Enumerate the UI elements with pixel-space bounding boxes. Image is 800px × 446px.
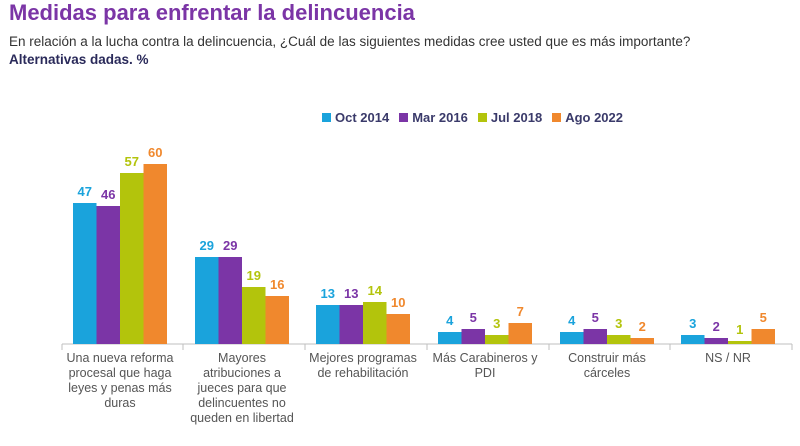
data-label: 5	[470, 310, 477, 325]
data-label: 16	[270, 277, 284, 292]
data-label: 3	[615, 316, 622, 331]
data-label: 46	[101, 187, 115, 202]
bar	[143, 164, 167, 344]
bar	[316, 305, 340, 344]
bar	[242, 287, 266, 344]
category-label: Más Carabineros y	[433, 351, 539, 365]
bar	[508, 323, 532, 344]
data-label: 29	[200, 238, 214, 253]
data-label: 19	[247, 268, 261, 283]
data-label: 5	[760, 310, 767, 325]
data-label: 3	[689, 316, 696, 331]
category-label: Mayores	[218, 351, 266, 365]
bar	[681, 335, 705, 344]
unit-note: Alternativas dadas. %	[9, 52, 149, 67]
legend-swatch	[322, 113, 331, 122]
category-label: atribuciones a	[203, 366, 281, 380]
category-label: procesal que haga	[69, 366, 172, 380]
category-label: queden en libertad	[190, 411, 294, 425]
data-label: 13	[344, 286, 358, 301]
legend-label: Jul 2018	[490, 110, 543, 125]
bar	[195, 257, 219, 344]
legend-swatch	[399, 113, 409, 122]
bar	[386, 314, 410, 344]
bar	[630, 338, 654, 344]
data-label: 5	[592, 310, 599, 325]
page-title: Medidas para enfrentar la delincuencia	[9, 0, 415, 25]
bar	[265, 296, 289, 344]
bar	[751, 329, 775, 344]
data-label: 4	[446, 313, 454, 328]
bar	[96, 206, 120, 344]
data-label: 47	[78, 184, 92, 199]
data-label: 29	[223, 238, 237, 253]
category-label: Construir más	[568, 351, 646, 365]
category-label: Mejores programas	[309, 351, 417, 365]
data-label: 60	[148, 145, 162, 160]
chart-legend: Oct 2014 Mar 2016 Jul 2018 Ago 2022	[322, 110, 623, 125]
legend-swatch	[552, 113, 562, 122]
legend-label: Mar 2016	[412, 110, 468, 125]
category-label: delincuentes no	[198, 396, 286, 410]
bar	[560, 332, 584, 344]
bar	[461, 329, 485, 344]
category-label: cárceles	[584, 366, 631, 380]
data-label: 7	[517, 304, 524, 319]
data-label: 4	[568, 313, 576, 328]
data-label: 57	[125, 154, 139, 169]
category-label: NS / NR	[705, 351, 751, 365]
bar	[120, 173, 144, 344]
bar	[73, 203, 97, 344]
category-label: PDI	[475, 366, 496, 380]
bar	[363, 302, 387, 344]
data-label: 14	[368, 283, 383, 298]
question-text: En relación a la lucha contra la delincu…	[9, 34, 691, 49]
data-label: 3	[493, 316, 500, 331]
legend-swatch	[477, 113, 487, 122]
bar	[728, 341, 752, 344]
legend-item-oct-2014: Oct 2014	[322, 110, 389, 125]
legend-label: Oct 2014	[335, 110, 390, 125]
data-label: 10	[391, 295, 405, 310]
category-label: Una nueva reforma	[66, 351, 173, 365]
bar	[607, 335, 631, 344]
legend-item-mar-2016: Mar 2016	[399, 110, 468, 125]
bar	[583, 329, 607, 344]
legend-item-jul-2018: Jul 2018	[477, 110, 543, 125]
legend-item-ago-2022: Ago 2022	[552, 110, 623, 125]
category-label: de rehabilitación	[317, 366, 408, 380]
data-label: 1	[736, 322, 743, 337]
data-label: 2	[713, 319, 720, 334]
category-label: leyes y penas más	[68, 381, 172, 395]
data-label: 13	[321, 286, 335, 301]
category-label: jueces para que	[197, 381, 287, 395]
legend-label: Ago 2022	[565, 110, 623, 125]
bar	[339, 305, 363, 344]
bar	[438, 332, 462, 344]
data-label: 2	[639, 319, 646, 334]
bar	[485, 335, 509, 344]
category-label: duras	[104, 396, 135, 410]
bar	[704, 338, 728, 344]
bar	[218, 257, 242, 344]
